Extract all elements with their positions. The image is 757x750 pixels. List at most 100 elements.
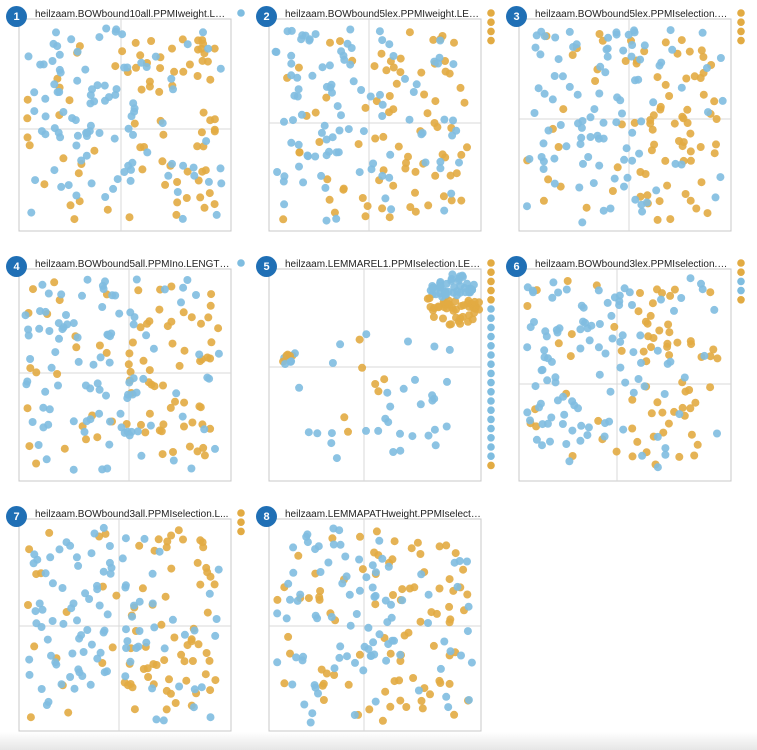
data-point[interactable] bbox=[183, 40, 192, 49]
data-point[interactable] bbox=[418, 704, 427, 713]
data-point[interactable] bbox=[361, 103, 370, 112]
data-point[interactable] bbox=[315, 138, 324, 146]
data-point[interactable] bbox=[273, 609, 282, 618]
data-point[interactable] bbox=[214, 565, 223, 574]
data-point[interactable] bbox=[653, 73, 662, 82]
data-point[interactable] bbox=[686, 156, 695, 165]
data-point[interactable] bbox=[69, 319, 78, 328]
data-point[interactable] bbox=[409, 88, 418, 96]
data-point[interactable] bbox=[69, 465, 78, 474]
data-point[interactable] bbox=[289, 116, 297, 125]
data-point[interactable] bbox=[381, 687, 390, 696]
data-point[interactable] bbox=[77, 156, 86, 165]
data-point[interactable] bbox=[371, 568, 380, 577]
data-point[interactable] bbox=[82, 435, 90, 444]
data-point[interactable] bbox=[134, 286, 143, 295]
data-point[interactable] bbox=[621, 57, 630, 65]
data-point[interactable] bbox=[532, 435, 541, 444]
data-point[interactable] bbox=[416, 400, 425, 409]
data-point[interactable] bbox=[86, 680, 95, 689]
data-point[interactable] bbox=[378, 554, 387, 563]
data-point[interactable] bbox=[143, 148, 152, 157]
data-point[interactable] bbox=[82, 417, 91, 426]
data-point[interactable] bbox=[526, 323, 535, 332]
data-point[interactable] bbox=[196, 193, 205, 202]
data-point[interactable] bbox=[599, 206, 608, 215]
legend-marker[interactable] bbox=[487, 18, 495, 26]
data-point[interactable] bbox=[621, 378, 630, 387]
scatter-panel-1[interactable]: 1 heilzaam.BOWbound10all.PPMIweight.LEN.… bbox=[6, 6, 251, 244]
data-point[interactable] bbox=[145, 317, 154, 326]
data-point[interactable] bbox=[354, 140, 363, 149]
legend-marker[interactable] bbox=[237, 9, 245, 17]
data-point[interactable] bbox=[211, 676, 220, 685]
data-point[interactable] bbox=[604, 33, 613, 42]
data-point[interactable] bbox=[305, 36, 314, 45]
data-point[interactable] bbox=[686, 147, 695, 156]
data-point[interactable] bbox=[133, 427, 142, 436]
data-point[interactable] bbox=[75, 634, 84, 643]
data-point[interactable] bbox=[416, 550, 425, 558]
data-point[interactable] bbox=[22, 380, 31, 389]
data-point[interactable] bbox=[156, 64, 165, 73]
data-point[interactable] bbox=[657, 295, 665, 304]
data-point[interactable] bbox=[351, 658, 359, 667]
data-point[interactable] bbox=[627, 52, 636, 61]
data-point[interactable] bbox=[203, 608, 212, 617]
data-point[interactable] bbox=[330, 664, 339, 673]
data-point[interactable] bbox=[578, 218, 587, 227]
legend-marker[interactable] bbox=[737, 18, 745, 26]
data-point[interactable] bbox=[535, 403, 543, 412]
data-point[interactable] bbox=[460, 98, 469, 107]
data-point[interactable] bbox=[381, 194, 390, 203]
data-point[interactable] bbox=[369, 159, 378, 168]
data-point[interactable] bbox=[185, 60, 194, 69]
data-point[interactable] bbox=[329, 540, 338, 549]
data-point[interactable] bbox=[328, 359, 337, 367]
data-point[interactable] bbox=[142, 331, 151, 340]
data-point[interactable] bbox=[179, 535, 187, 544]
data-point[interactable] bbox=[64, 181, 73, 190]
data-point[interactable] bbox=[572, 40, 581, 49]
data-point[interactable] bbox=[172, 210, 181, 219]
data-point[interactable] bbox=[641, 170, 650, 178]
data-point[interactable] bbox=[544, 126, 553, 135]
data-point[interactable] bbox=[559, 105, 568, 114]
data-point[interactable] bbox=[435, 584, 444, 593]
data-point[interactable] bbox=[404, 152, 412, 161]
data-point[interactable] bbox=[73, 76, 82, 85]
data-point[interactable] bbox=[101, 96, 109, 105]
data-point[interactable] bbox=[126, 367, 135, 376]
data-point[interactable] bbox=[595, 161, 604, 170]
data-point[interactable] bbox=[396, 429, 404, 438]
data-point[interactable] bbox=[668, 45, 677, 54]
data-point[interactable] bbox=[429, 35, 438, 44]
data-point[interactable] bbox=[136, 323, 145, 332]
data-point[interactable] bbox=[284, 579, 293, 588]
data-point[interactable] bbox=[371, 380, 380, 388]
data-point[interactable] bbox=[27, 208, 36, 217]
data-point[interactable] bbox=[565, 82, 574, 91]
data-point[interactable] bbox=[294, 85, 303, 94]
data-point[interactable] bbox=[649, 98, 658, 107]
data-point[interactable] bbox=[173, 198, 182, 207]
data-point[interactable] bbox=[46, 553, 55, 562]
data-point[interactable] bbox=[384, 640, 393, 649]
data-point[interactable] bbox=[322, 135, 331, 144]
data-point[interactable] bbox=[459, 301, 468, 310]
data-point[interactable] bbox=[59, 108, 68, 116]
data-point[interactable] bbox=[196, 403, 205, 412]
data-point[interactable] bbox=[526, 416, 534, 425]
data-point[interactable] bbox=[375, 536, 384, 545]
data-point[interactable] bbox=[45, 327, 54, 335]
data-point[interactable] bbox=[359, 127, 368, 136]
data-point[interactable] bbox=[128, 158, 137, 167]
data-point[interactable] bbox=[357, 86, 366, 94]
data-point[interactable] bbox=[324, 558, 333, 567]
data-point[interactable] bbox=[116, 409, 125, 418]
data-point[interactable] bbox=[636, 331, 645, 340]
data-point[interactable] bbox=[452, 126, 461, 135]
data-point[interactable] bbox=[37, 623, 46, 631]
data-point[interactable] bbox=[183, 276, 192, 284]
data-point[interactable] bbox=[33, 555, 42, 564]
